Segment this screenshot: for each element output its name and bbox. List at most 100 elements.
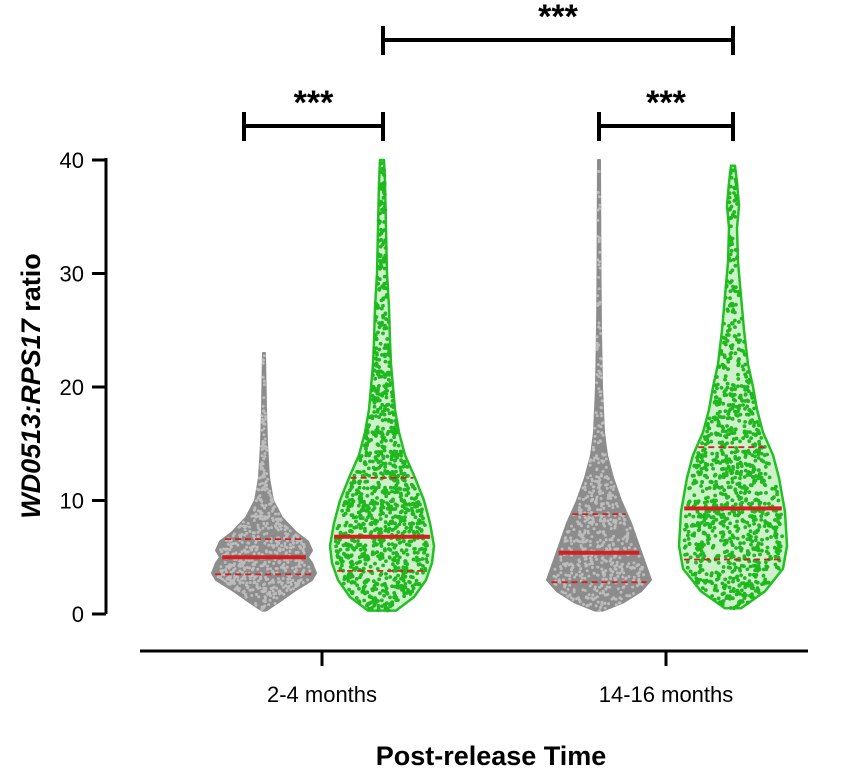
data-point — [392, 432, 397, 437]
data-point — [720, 452, 725, 456]
data-point — [399, 468, 403, 473]
data-point — [745, 398, 750, 403]
violin-shape — [328, 158, 436, 612]
data-point — [399, 548, 404, 553]
data-point — [281, 548, 285, 552]
data-point — [391, 562, 395, 567]
data-point — [421, 570, 425, 575]
data-point — [263, 541, 267, 545]
data-point — [725, 416, 730, 421]
data-point — [240, 577, 244, 581]
data-point — [722, 321, 726, 326]
data-point — [260, 500, 264, 503]
data-point — [279, 565, 283, 569]
data-point — [737, 600, 741, 604]
data-point — [720, 440, 725, 445]
data-point — [394, 422, 399, 427]
data-point — [364, 441, 369, 446]
data-point — [244, 524, 248, 528]
data-point — [361, 522, 366, 526]
data-point — [379, 571, 384, 576]
data-point — [776, 519, 780, 524]
data-point — [356, 539, 360, 543]
data-point — [704, 510, 709, 514]
data-point — [246, 541, 250, 545]
data-point — [384, 438, 388, 443]
data-point — [373, 542, 378, 546]
x-category-label-2: 14-16 months — [599, 682, 734, 707]
data-point — [705, 499, 710, 504]
data-point — [386, 408, 390, 412]
data-point — [710, 545, 715, 550]
data-point — [760, 548, 764, 553]
data-point — [226, 581, 230, 585]
data-point — [385, 506, 390, 511]
data-point — [700, 453, 705, 457]
data-point — [719, 538, 723, 543]
data-point — [284, 531, 288, 535]
data-point — [600, 603, 604, 607]
data-point — [376, 599, 380, 603]
data-point — [383, 520, 388, 525]
data-point — [261, 564, 265, 568]
data-point — [553, 582, 557, 586]
data-point — [554, 575, 558, 579]
data-point — [731, 576, 736, 581]
data-point — [710, 451, 715, 456]
data-point — [381, 172, 386, 176]
data-point — [725, 424, 729, 428]
data-point — [238, 552, 242, 556]
data-point — [756, 429, 761, 433]
data-point — [394, 469, 398, 474]
data-point — [695, 547, 700, 552]
data-point — [340, 508, 345, 513]
data-point — [238, 569, 242, 573]
data-point — [383, 246, 388, 250]
data-point — [696, 554, 701, 559]
data-point — [373, 333, 378, 337]
data-point — [387, 383, 392, 388]
data-point — [745, 404, 750, 409]
data-point — [273, 505, 277, 509]
data-point — [381, 426, 385, 431]
data-point — [236, 543, 240, 547]
data-point — [587, 593, 591, 597]
data-point — [369, 600, 374, 605]
data-point — [379, 498, 384, 503]
data-point — [597, 461, 601, 465]
data-point — [698, 577, 703, 582]
data-point — [724, 283, 729, 288]
data-point — [272, 562, 276, 565]
data-point — [591, 498, 594, 502]
data-point — [222, 573, 226, 577]
data-point — [396, 530, 401, 534]
data-point — [350, 590, 355, 594]
data-point — [267, 603, 271, 607]
data-point — [273, 602, 277, 605]
data-point — [260, 475, 264, 479]
data-point — [608, 559, 612, 563]
data-point — [598, 260, 601, 264]
data-point — [258, 494, 262, 498]
data-point — [260, 414, 264, 418]
data-point — [374, 414, 378, 418]
data-point — [390, 472, 395, 477]
data-point — [736, 361, 741, 366]
data-point — [379, 598, 384, 603]
data-point — [745, 600, 750, 605]
data-point — [733, 475, 738, 480]
data-point — [740, 518, 745, 522]
data-point — [584, 482, 587, 485]
data-point — [600, 414, 604, 418]
data-point — [231, 552, 235, 556]
data-point — [717, 422, 721, 426]
data-point — [291, 587, 295, 591]
data-point — [357, 586, 361, 591]
data-point — [726, 403, 731, 407]
data-point — [732, 383, 736, 388]
data-point — [604, 559, 608, 563]
data-point — [379, 450, 384, 454]
data-point — [574, 573, 578, 577]
data-point — [377, 591, 382, 596]
data-point — [277, 580, 280, 584]
